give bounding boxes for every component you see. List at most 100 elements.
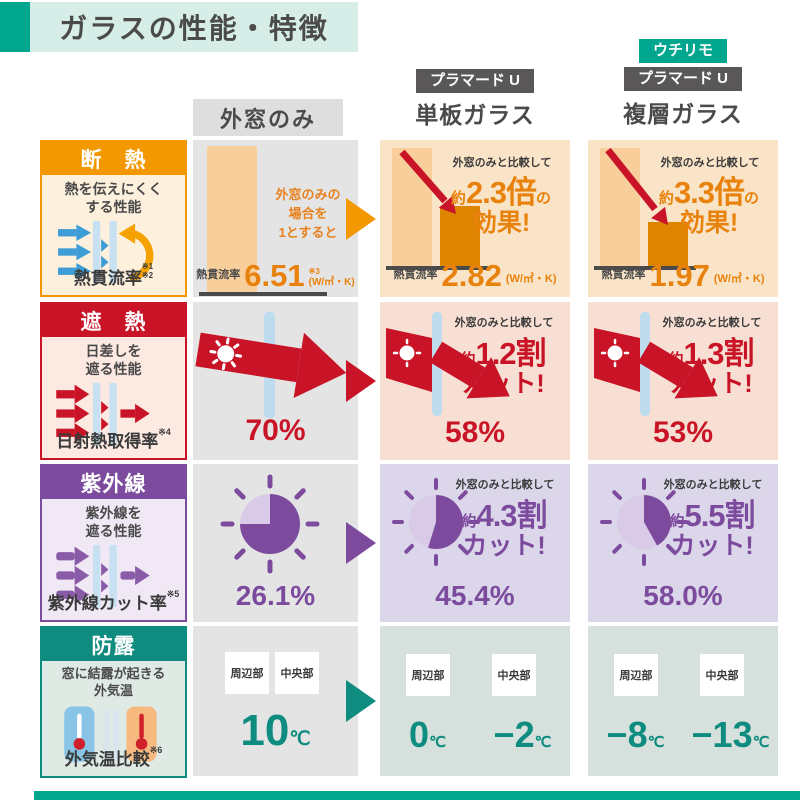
baseline-note: 外窓のみの [275, 187, 341, 202]
shading-double-cell: 外窓のみと比較して 約1.3割 カット! 53% [588, 302, 778, 460]
row-title-shading: 遮 熱 [42, 304, 185, 337]
effect-word: カット! [669, 370, 753, 398]
insulation-arrows-icon [57, 221, 153, 284]
effect-value: 2.3倍 [465, 175, 537, 210]
row-label-insulation: 断 熱 熱を伝えにくく する性能 熱貫流率 ※1 ※2 [40, 140, 187, 297]
sun-pie-icon [600, 478, 688, 566]
row-title-uv: 紫外線 [42, 466, 185, 499]
shading-baseline-value: 70% [245, 414, 306, 447]
brand-badge-uchirimo: ウチリモ [638, 39, 727, 63]
compare-note: 外窓のみと比較して [452, 157, 552, 169]
u-value-unit: (W/㎡・K) [308, 276, 355, 288]
u-value: 1.97 [649, 257, 710, 293]
flow-arrow-insulation [346, 198, 376, 240]
sun-arrow-cut-icon [594, 312, 718, 416]
insulation-single-cell: 外窓のみと比較して 約2.3倍の 効果! 熱貫流率 2.82 (W/㎡・K) [380, 140, 570, 297]
insulation-baseline-bar-chart [199, 146, 327, 296]
glass-type-single: 単板ガラス [415, 102, 535, 128]
uv-double-cell: 外窓のみと比較して 約5.5割 カット! 58.0% [588, 464, 778, 622]
dew-double-cell: 周辺部 中央部 −8℃ −13℃ [588, 626, 778, 776]
footnote-ref: ※6 [149, 745, 163, 755]
metric-label-insulation: 熱貫流率 [73, 269, 142, 288]
uv-arrows-icon [55, 545, 150, 608]
uv-baseline-cell: 26.1% [193, 464, 358, 622]
column-header-double-glass: ウチリモ プラマード U 複層ガラス [588, 39, 778, 129]
effect-word: カット! [462, 532, 546, 560]
uv-baseline-value: 26.1% [235, 580, 316, 611]
sun-arrow-through-glass-icon [195, 312, 347, 418]
insulation-desc: 熱を伝えにくく [64, 181, 163, 197]
compare-note: 外窓のみと比較して [662, 317, 762, 329]
insulation-double-cell: 外窓のみと比較して 約3.3倍の 効果! 熱貫流率 1.97 (W/㎡・K) [588, 140, 778, 297]
temp-box-center: 中央部 [700, 654, 744, 696]
row-label-shading: 遮 熱 日差しを 遮る性能 日射熱取得率※4 [40, 302, 187, 460]
compare-note: 外窓のみと比較して [660, 157, 760, 169]
dew-single-edge-value: 0℃ [409, 714, 446, 755]
sun-pie-icon [220, 474, 320, 574]
dew-baseline-cell: 周辺部 中央部 10℃ [193, 626, 358, 776]
effect-word: カット! [461, 370, 545, 398]
effect-word: 効果! [679, 209, 739, 237]
shading-single-cell: 外窓のみと比較して 約1.2割 カット! 58% [380, 302, 570, 460]
flow-arrow-uv [346, 522, 376, 564]
row-title-insulation: 断 熱 [42, 142, 185, 175]
temp-box-edge: 周辺部 [406, 654, 450, 696]
effect-word: カット! [670, 532, 754, 560]
dew-single-center-value: −2℃ [493, 714, 552, 755]
temp-box-edge: 周辺部 [614, 654, 658, 696]
dew-baseline-value: 10℃ [240, 706, 311, 755]
thermometers-icon [63, 706, 157, 762]
effect-value: 5.5割 [684, 498, 755, 533]
row-label-dew: 防露 窓に結露が起きる 外気温 外気温比較※6 [40, 626, 187, 778]
flow-arrow-shading [346, 360, 376, 402]
dew-single-cell: 周辺部 中央部 0℃ −2℃ [380, 626, 570, 776]
u-value-unit: (W/㎡・K) [713, 273, 765, 285]
dew-double-center-value: −13℃ [691, 714, 770, 755]
u-value: 2.82 [441, 257, 502, 293]
column-header-single-glass: プラマード U 単板ガラス [380, 69, 570, 130]
compare-note: 外窓のみと比較して [454, 317, 554, 329]
uv-single-cell: 外窓のみと比較して 約4.3割 カット! 45.4% [380, 464, 570, 622]
metric-label-shading: 日射熱取得率 [56, 432, 159, 451]
footnote-ref: ※4 [158, 427, 171, 437]
sun-arrow-cut-icon [386, 312, 510, 416]
metric-label-uv: 紫外線カット率 [47, 594, 167, 613]
product-badge-plamado-u-2: プラマード U [623, 67, 742, 91]
u-value-metric: 熱貫流率 [196, 269, 241, 281]
uv-single-value: 45.4% [435, 580, 515, 611]
column-header-baseline: 外窓のみ [193, 99, 343, 136]
row-label-uv: 紫外線 紫外線を 遮る性能 紫外線カット率※5 [40, 464, 187, 622]
insulation-baseline-cell: 外窓のみの 場合を 1とすると 熱貫流率 6.51 ※3 (W/㎡・K) [193, 140, 358, 297]
page-title: ガラスの性能・特徴 [59, 13, 329, 44]
effect-value: 1.3割 [683, 336, 754, 371]
metric-label-dew: 外気温比較 [64, 750, 150, 769]
sun-pie-icon [392, 478, 480, 566]
shading-single-value: 58% [444, 416, 506, 449]
shading-arrows-icon [55, 383, 150, 446]
uv-desc: 紫外線を [85, 505, 142, 521]
title-accent-square [0, 2, 30, 52]
compare-note: 外窓のみと比較して [455, 479, 555, 491]
effect-word: 効果! [471, 209, 531, 237]
u-value-unit: (W/㎡・K) [505, 273, 557, 285]
temp-box-edge: 周辺部 [225, 652, 269, 694]
dew-double-edge-value: −8℃ [606, 714, 665, 755]
compare-note: 外窓のみと比較して [663, 479, 763, 491]
bottom-accent-strip [34, 791, 800, 800]
shading-desc: 日差しを [85, 343, 142, 359]
footnote-ref: ※5 [166, 589, 180, 599]
temp-box-center: 中央部 [492, 654, 536, 696]
shading-baseline-cell: 70% [193, 302, 358, 460]
dew-desc: 窓に結露が起きる [61, 666, 166, 681]
uv-double-value: 58.0% [643, 580, 723, 611]
title-bar: ガラスの性能・特徴 [30, 2, 358, 52]
footnote-ref: ※3 [308, 267, 320, 277]
glass-type-double: 複層ガラス [623, 101, 743, 127]
footnote-refs: ※1 ※2 [141, 262, 154, 281]
u-value: 6.51 [244, 257, 305, 293]
shading-double-value: 53% [652, 416, 714, 449]
row-title-dew: 防露 [42, 628, 185, 661]
effect-value: 1.2割 [475, 336, 546, 371]
insulation-single-bar-chart [386, 148, 488, 270]
